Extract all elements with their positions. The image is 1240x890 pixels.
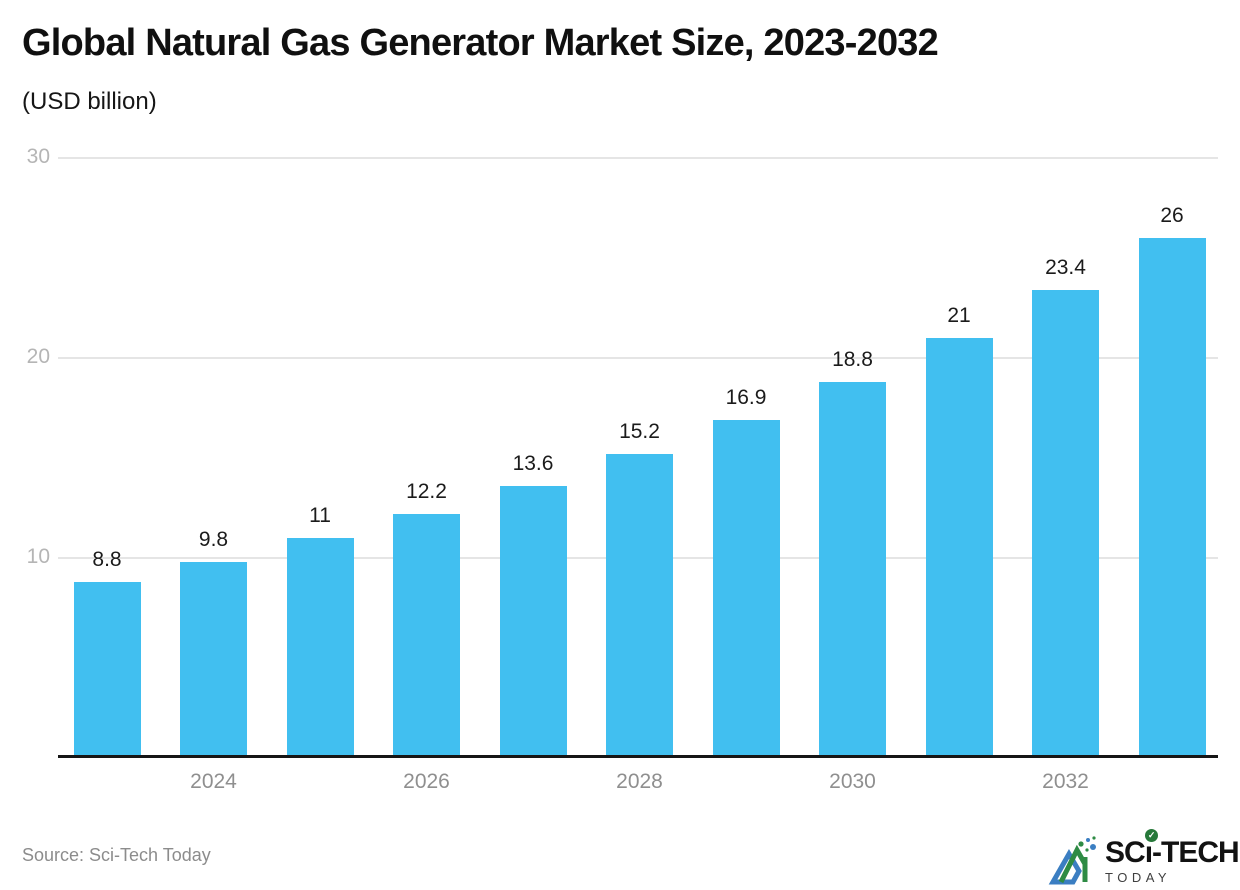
x-tick-label-2032: 2032 xyxy=(1042,770,1089,793)
chart-title: Global Natural Gas Generator Market Size… xyxy=(22,22,939,64)
bar-value-label-2033: 26 xyxy=(1160,204,1184,227)
bar-2028 xyxy=(606,454,673,758)
x-tick-label-2026: 2026 xyxy=(403,770,450,793)
check-badge-icon: ✓ xyxy=(1144,829,1158,842)
bar-2030 xyxy=(819,382,886,758)
y-tick-label-20: 20 xyxy=(26,345,50,368)
y-tick-label-10: 10 xyxy=(26,545,50,568)
logo-text-sc: SC xyxy=(1105,836,1146,869)
logo-text-block: SC ✓ ı -TECH TODAY xyxy=(1105,829,1240,885)
bar-value-label-2027: 13.6 xyxy=(512,452,554,475)
bar-value-label-2030: 18.8 xyxy=(832,348,873,371)
x-tick-label-2028: 2028 xyxy=(616,770,663,793)
bar-value-label-2032: 23.4 xyxy=(1045,256,1086,279)
source-text: Source: Sci-Tech Today xyxy=(22,845,211,865)
gridline-20 xyxy=(58,357,1218,359)
bar-value-label-2025: 11 xyxy=(309,504,331,527)
logo-text-tech: -TECH xyxy=(1152,836,1240,869)
bar-2029 xyxy=(712,420,780,758)
bar-value-label-2029: 16.9 xyxy=(725,386,767,409)
plot-area: 10 20 30 8.8 9.8 2024 11 12.2 2026 13.6 15.2 2028 16… xyxy=(27,145,1218,793)
bar-2024 xyxy=(180,562,247,758)
x-tick-label-2024: 2024 xyxy=(190,770,237,793)
logo-mountain-icon xyxy=(1048,836,1096,885)
bar-2023 xyxy=(73,582,141,758)
bar-value-label-2024: 9.8 xyxy=(198,528,229,551)
logo-letter-i: ✓ ı xyxy=(1144,829,1158,869)
gridline-30 xyxy=(58,157,1218,159)
sci-tech-today-logo: SC ✓ ı -TECH TODAY xyxy=(1048,829,1240,887)
bar-2031 xyxy=(925,338,993,758)
bar-value-label-2026: 12.2 xyxy=(406,480,447,503)
bar-value-label-2023: 8.8 xyxy=(92,548,122,571)
bar-2025 xyxy=(286,538,354,758)
bar-value-label-2028: 15.2 xyxy=(619,420,660,443)
bar-2027 xyxy=(499,486,567,758)
bar-value-label-2031: 21 xyxy=(947,304,971,327)
logo-text-i: ı xyxy=(1144,836,1153,869)
chart-subtitle: (USD billion) xyxy=(22,88,157,115)
bar-2033 xyxy=(1138,238,1206,758)
x-axis-line xyxy=(58,755,1218,758)
x-tick-label-2030: 2030 xyxy=(829,770,876,793)
logo-wordmark: SC ✓ ı -TECH xyxy=(1105,829,1240,869)
logo-today-text: TODAY xyxy=(1105,870,1172,885)
y-tick-label-30: 30 xyxy=(26,145,50,168)
bar-2032 xyxy=(1032,290,1099,758)
bar-2026 xyxy=(393,514,460,758)
